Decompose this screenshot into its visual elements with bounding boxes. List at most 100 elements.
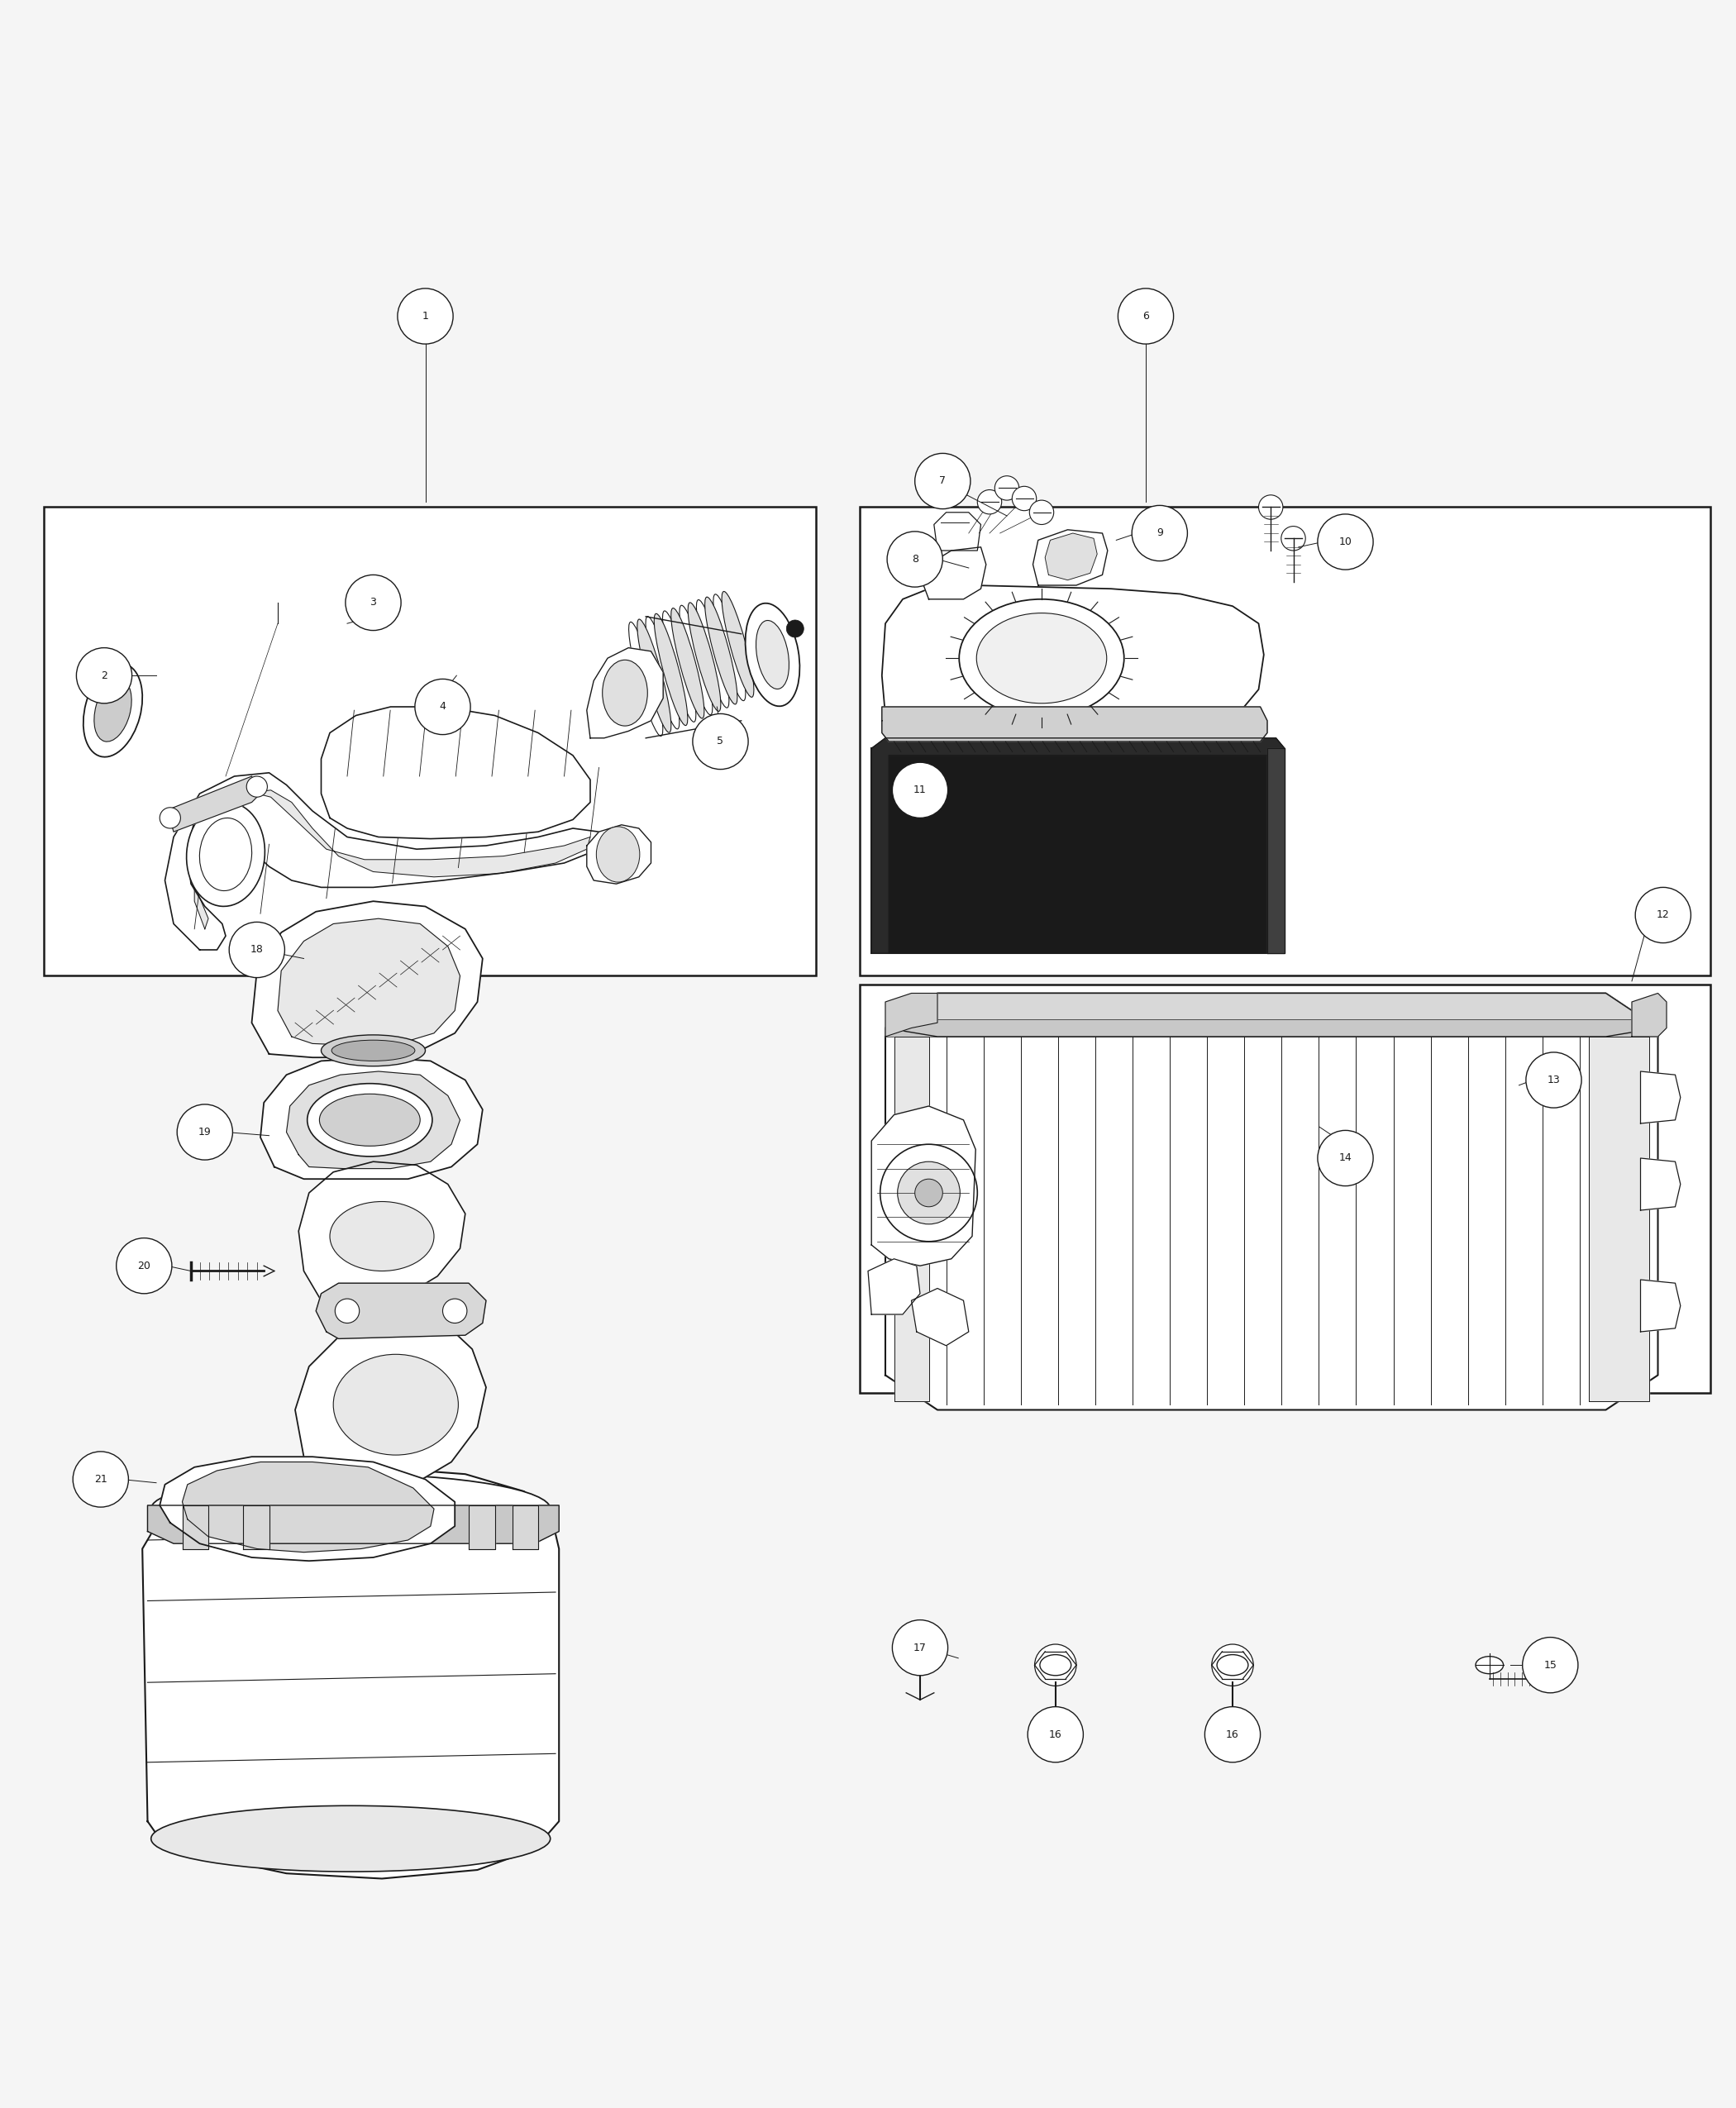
Circle shape	[1281, 527, 1305, 550]
Polygon shape	[243, 1505, 269, 1549]
Polygon shape	[160, 1457, 455, 1560]
Ellipse shape	[713, 594, 745, 700]
Polygon shape	[1267, 748, 1285, 953]
Circle shape	[177, 1105, 233, 1159]
Polygon shape	[885, 993, 1658, 1037]
Bar	[859, 508, 1710, 976]
Polygon shape	[871, 738, 1285, 953]
Polygon shape	[871, 1107, 976, 1265]
Polygon shape	[1033, 529, 1108, 586]
Circle shape	[693, 715, 748, 769]
Circle shape	[915, 1178, 943, 1206]
Circle shape	[1318, 514, 1373, 569]
Circle shape	[1635, 887, 1691, 942]
Text: 3: 3	[370, 597, 377, 607]
Ellipse shape	[597, 826, 639, 881]
Text: 9: 9	[1156, 527, 1163, 538]
Ellipse shape	[319, 1094, 420, 1147]
Polygon shape	[148, 1505, 559, 1543]
Polygon shape	[911, 1288, 969, 1345]
Text: 18: 18	[250, 944, 264, 955]
Circle shape	[1118, 289, 1174, 344]
Circle shape	[1028, 1707, 1083, 1762]
Circle shape	[160, 807, 181, 828]
Circle shape	[898, 1162, 960, 1225]
Text: 15: 15	[1543, 1659, 1557, 1670]
Polygon shape	[194, 790, 590, 930]
Circle shape	[1212, 1644, 1253, 1686]
Polygon shape	[1588, 1037, 1649, 1402]
Circle shape	[880, 1145, 977, 1242]
Circle shape	[915, 453, 970, 508]
Ellipse shape	[628, 622, 663, 736]
Polygon shape	[469, 1505, 495, 1549]
Ellipse shape	[911, 1636, 929, 1646]
Circle shape	[1035, 1644, 1076, 1686]
Circle shape	[345, 575, 401, 630]
Polygon shape	[882, 706, 1267, 742]
Polygon shape	[924, 548, 986, 599]
Polygon shape	[1641, 1280, 1680, 1332]
Circle shape	[887, 531, 943, 586]
Text: 11: 11	[913, 784, 927, 795]
Ellipse shape	[321, 1035, 425, 1067]
Text: 19: 19	[198, 1128, 212, 1138]
Ellipse shape	[663, 611, 696, 721]
Circle shape	[443, 1299, 467, 1324]
Ellipse shape	[705, 597, 738, 704]
Text: 7: 7	[939, 476, 946, 487]
Circle shape	[995, 476, 1019, 500]
Ellipse shape	[83, 664, 142, 757]
Circle shape	[229, 921, 285, 978]
Ellipse shape	[1220, 1724, 1245, 1737]
Ellipse shape	[696, 601, 729, 708]
Circle shape	[1522, 1638, 1578, 1693]
Text: 14: 14	[1338, 1153, 1352, 1164]
Ellipse shape	[755, 620, 790, 689]
Circle shape	[1259, 495, 1283, 519]
Text: 10: 10	[1338, 538, 1352, 548]
Circle shape	[1205, 1707, 1260, 1762]
Polygon shape	[882, 586, 1264, 731]
Polygon shape	[1045, 533, 1097, 580]
Bar	[859, 984, 1710, 1393]
Bar	[885, 1020, 1658, 1037]
Ellipse shape	[646, 616, 679, 729]
Polygon shape	[142, 1467, 559, 1878]
Polygon shape	[299, 1162, 465, 1305]
Circle shape	[415, 679, 470, 734]
Ellipse shape	[637, 620, 672, 734]
Circle shape	[116, 1237, 172, 1294]
Circle shape	[786, 620, 804, 637]
Circle shape	[892, 763, 948, 818]
Polygon shape	[278, 919, 460, 1046]
Polygon shape	[512, 1505, 538, 1549]
Polygon shape	[165, 774, 599, 951]
Polygon shape	[252, 902, 483, 1058]
Ellipse shape	[151, 1473, 550, 1543]
Text: 8: 8	[911, 554, 918, 565]
Circle shape	[73, 1452, 128, 1507]
Ellipse shape	[1476, 1657, 1503, 1674]
Text: 6: 6	[1142, 310, 1149, 323]
Ellipse shape	[94, 679, 132, 742]
Text: 16: 16	[1226, 1729, 1240, 1739]
Ellipse shape	[602, 660, 648, 725]
Ellipse shape	[186, 803, 266, 906]
Text: 17: 17	[913, 1642, 927, 1653]
Bar	[871, 748, 1267, 953]
Polygon shape	[316, 1284, 486, 1339]
Ellipse shape	[687, 603, 720, 710]
Circle shape	[977, 489, 1002, 514]
Circle shape	[1526, 1052, 1581, 1109]
Ellipse shape	[200, 818, 252, 892]
Polygon shape	[321, 706, 590, 839]
Polygon shape	[286, 1071, 460, 1168]
Polygon shape	[182, 1505, 208, 1549]
Ellipse shape	[745, 603, 800, 706]
Text: 21: 21	[94, 1473, 108, 1484]
Polygon shape	[1641, 1157, 1680, 1210]
Circle shape	[1029, 500, 1054, 525]
Polygon shape	[1632, 993, 1667, 1037]
Polygon shape	[885, 993, 1658, 1410]
